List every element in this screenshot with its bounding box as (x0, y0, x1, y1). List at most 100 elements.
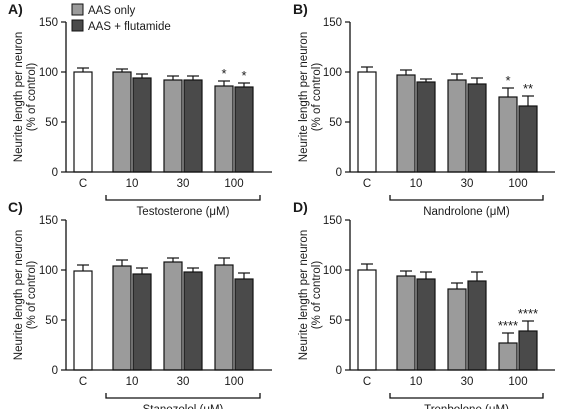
bar (467, 280, 487, 371)
bar (518, 105, 538, 173)
bar (73, 71, 93, 173)
y-tick-label: 100 (39, 265, 58, 277)
drug-label: Testosterone (μM) (137, 206, 230, 218)
bar (396, 74, 416, 173)
x-tick-label: 10 (410, 376, 423, 388)
y-axis-label-line: (% of control) (26, 63, 38, 132)
y-axis-label: Neurite length per neuron(% of control) (298, 230, 323, 360)
bar (112, 71, 132, 173)
bar (357, 71, 377, 173)
bar (357, 269, 377, 371)
bar (498, 342, 518, 371)
x-tick-label: 10 (126, 178, 139, 190)
bar (518, 330, 538, 371)
bar (447, 288, 467, 371)
panel-label: D) (293, 199, 308, 215)
treatment-bracket (389, 195, 544, 201)
chart-panel-1: A) Neurite length per neuron(% of control… (8, 1, 272, 218)
bar (234, 278, 254, 371)
y-tick-label: 100 (323, 67, 342, 79)
drug-label: Nandrolone (μM) (423, 206, 510, 218)
y-tick-label: 100 (323, 265, 342, 277)
y-tick-label: 0 (336, 365, 342, 377)
drug-label: Stanozolol (μM) (143, 404, 224, 409)
significance-label: * (221, 66, 226, 81)
panel-label: A) (8, 1, 23, 17)
x-tick-label: 100 (224, 376, 243, 388)
bar (416, 278, 436, 371)
x-tick-label: 30 (461, 178, 474, 190)
y-tick-label: 150 (39, 17, 58, 29)
y-tick-label: 150 (39, 215, 58, 227)
x-tick-label: 10 (126, 376, 139, 388)
x-tick-label: 100 (224, 178, 243, 190)
y-axis-label-line: Neurite length per neuron (298, 32, 310, 162)
bar (183, 271, 203, 371)
x-tick-label: 100 (508, 178, 527, 190)
y-tick-label: 150 (323, 17, 342, 29)
x-tick-label: 30 (461, 376, 474, 388)
x-tick-label: 100 (508, 376, 527, 388)
y-axis-label: Neurite length per neuron(% of control) (298, 32, 323, 162)
bar (396, 275, 416, 371)
y-tick-label: 50 (329, 315, 342, 327)
y-tick-label: 50 (45, 117, 58, 129)
bar (163, 261, 183, 371)
y-axis-label-line: Neurite length per neuron (298, 230, 310, 360)
x-tick-label: 10 (410, 178, 423, 190)
bar (112, 265, 132, 371)
significance-label: **** (498, 318, 518, 333)
treatment-bracket (389, 393, 544, 399)
treatment-bracket (105, 195, 261, 201)
bar (447, 79, 467, 173)
bar (214, 85, 234, 173)
y-axis-label-line: (% of control) (311, 261, 323, 330)
y-axis-label-line: Neurite length per neuron (13, 230, 25, 360)
y-tick-label: 150 (323, 215, 342, 227)
bar (132, 77, 152, 173)
bar (214, 264, 234, 371)
bar (73, 270, 93, 371)
bar (163, 79, 183, 173)
y-tick-label: 100 (39, 67, 58, 79)
chart-panel-4: D) Neurite length per neuron(% of control… (293, 199, 555, 409)
x-tick-label: C (79, 178, 87, 190)
y-tick-label: 0 (52, 167, 58, 179)
x-tick-label: C (363, 178, 371, 190)
drug-label: Trenbolone (μM) (424, 404, 509, 409)
chart-panel-3: C) Neurite length per neuron(% of control… (8, 199, 272, 409)
x-tick-label: C (79, 376, 87, 388)
significance-label: * (505, 73, 510, 88)
bar (132, 273, 152, 371)
treatment-bracket (105, 393, 261, 399)
bar (234, 86, 254, 173)
x-tick-label: 30 (177, 178, 190, 190)
significance-label: ** (523, 81, 533, 96)
legend: AAS only AAS + flutamide (71, 3, 171, 33)
bar (498, 96, 518, 173)
y-tick-label: 0 (52, 365, 58, 377)
y-tick-label: 50 (45, 315, 58, 327)
legend-label: AAS only (88, 5, 136, 17)
significance-label: **** (518, 306, 538, 321)
x-tick-label: 30 (177, 376, 190, 388)
bar (467, 83, 487, 173)
panel-label: B) (293, 1, 308, 17)
legend-swatch (71, 3, 84, 16)
chart-panel-2: B) Neurite length per neuron(% of control… (293, 1, 555, 218)
bar (183, 79, 203, 173)
y-axis-label-line: (% of control) (311, 63, 323, 132)
panel-label: C) (8, 199, 23, 215)
y-axis-label: Neurite length per neuron(% of control) (13, 230, 38, 360)
y-axis-label: Neurite length per neuron(% of control) (13, 32, 38, 162)
x-tick-label: C (363, 376, 371, 388)
y-axis-label-line: Neurite length per neuron (13, 32, 25, 162)
y-axis-label-line: (% of control) (26, 261, 38, 330)
y-tick-label: 50 (329, 117, 342, 129)
bar (416, 81, 436, 173)
legend-label: AAS + flutamide (88, 21, 171, 33)
y-tick-label: 0 (336, 167, 342, 179)
significance-label: * (241, 68, 246, 83)
legend-swatch (71, 19, 84, 32)
